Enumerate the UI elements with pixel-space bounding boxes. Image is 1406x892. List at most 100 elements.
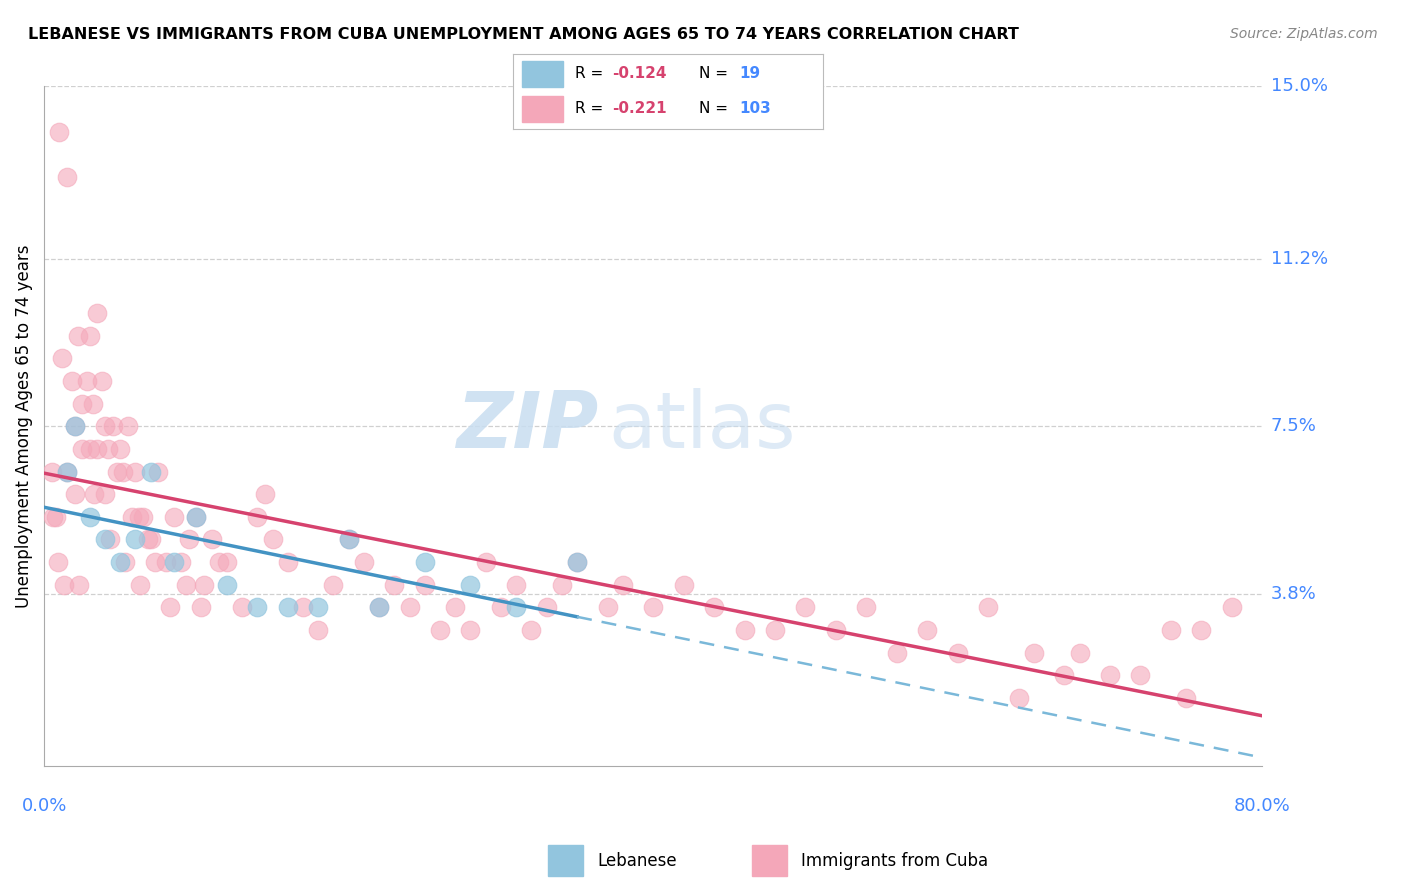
Point (110, 442, 132, 456)
Point (110, 555, 132, 569)
Point (413, 555, 436, 569)
Point (52, 578, 75, 592)
Point (643, 600, 665, 615)
Point (143, 555, 166, 569)
Point (56, 465, 79, 479)
Point (1053, 668, 1076, 682)
Point (186, 509, 208, 524)
Point (368, 600, 391, 615)
Point (121, 509, 143, 524)
Text: R =: R = (575, 102, 609, 116)
Point (186, 509, 208, 524)
Point (307, 600, 329, 615)
Point (520, 623, 543, 637)
Text: N =: N = (699, 67, 733, 81)
Point (112, 465, 135, 479)
Point (136, 533, 159, 547)
Point (1160, 623, 1182, 637)
Text: Source: ZipAtlas.com: Source: ZipAtlas.com (1230, 27, 1378, 41)
Point (1069, 646, 1091, 660)
Point (117, 419, 139, 434)
Point (60, 374, 83, 388)
Text: 103: 103 (740, 102, 770, 116)
Point (277, 600, 299, 615)
Point (42, 509, 65, 524)
Text: 80.0%: 80.0% (1234, 797, 1291, 814)
Point (155, 555, 177, 569)
Point (825, 623, 848, 637)
Point (1022, 646, 1045, 660)
Point (612, 578, 634, 592)
Text: atlas: atlas (609, 388, 796, 464)
Point (63, 487, 86, 501)
Point (307, 623, 329, 637)
Point (98, 533, 121, 547)
Text: 11.2%: 11.2% (1271, 250, 1327, 268)
Point (97, 442, 120, 456)
Point (763, 623, 786, 637)
Point (413, 578, 436, 592)
Point (1175, 691, 1198, 706)
Point (101, 419, 124, 434)
Point (41, 465, 63, 479)
Point (67, 578, 90, 592)
Point (460, 623, 482, 637)
Point (114, 555, 136, 569)
Point (474, 555, 496, 569)
Bar (752, 846, 787, 876)
Point (231, 600, 253, 615)
Bar (523, 96, 562, 122)
Text: ZIP: ZIP (456, 388, 599, 464)
Point (82, 396, 104, 410)
Point (215, 578, 238, 592)
Point (105, 465, 128, 479)
Point (1007, 691, 1029, 706)
Point (565, 555, 588, 569)
Point (703, 600, 725, 615)
Point (536, 600, 558, 615)
Point (63, 419, 86, 434)
Point (129, 578, 152, 592)
Point (128, 509, 150, 524)
Point (444, 600, 467, 615)
Point (505, 578, 527, 592)
Point (353, 555, 375, 569)
Point (70, 396, 93, 410)
Point (193, 578, 215, 592)
Bar (548, 846, 583, 876)
Point (596, 600, 619, 615)
Point (794, 600, 817, 615)
Point (398, 600, 420, 615)
Point (124, 533, 146, 547)
Point (51, 351, 73, 366)
Point (1189, 623, 1212, 637)
Point (201, 533, 224, 547)
Point (886, 646, 908, 660)
Point (208, 555, 231, 569)
Point (855, 600, 877, 615)
Point (94, 487, 117, 501)
Y-axis label: Unemployment Among Ages 65 to 74 years: Unemployment Among Ages 65 to 74 years (15, 244, 32, 608)
Point (91, 374, 114, 388)
Point (86, 442, 108, 456)
Point (132, 509, 155, 524)
Point (162, 555, 184, 569)
Point (139, 533, 162, 547)
Point (291, 600, 314, 615)
Point (946, 646, 969, 660)
Point (1220, 600, 1243, 615)
Point (46, 555, 69, 569)
Point (322, 578, 344, 592)
Point (337, 533, 360, 547)
Bar (523, 62, 562, 87)
Point (565, 555, 588, 569)
Point (382, 578, 405, 592)
Point (162, 509, 184, 524)
Point (262, 533, 284, 547)
Point (551, 578, 574, 592)
Point (246, 600, 269, 615)
Point (79, 442, 101, 456)
Point (56, 465, 79, 479)
Text: R =: R = (575, 67, 609, 81)
Point (460, 578, 482, 592)
